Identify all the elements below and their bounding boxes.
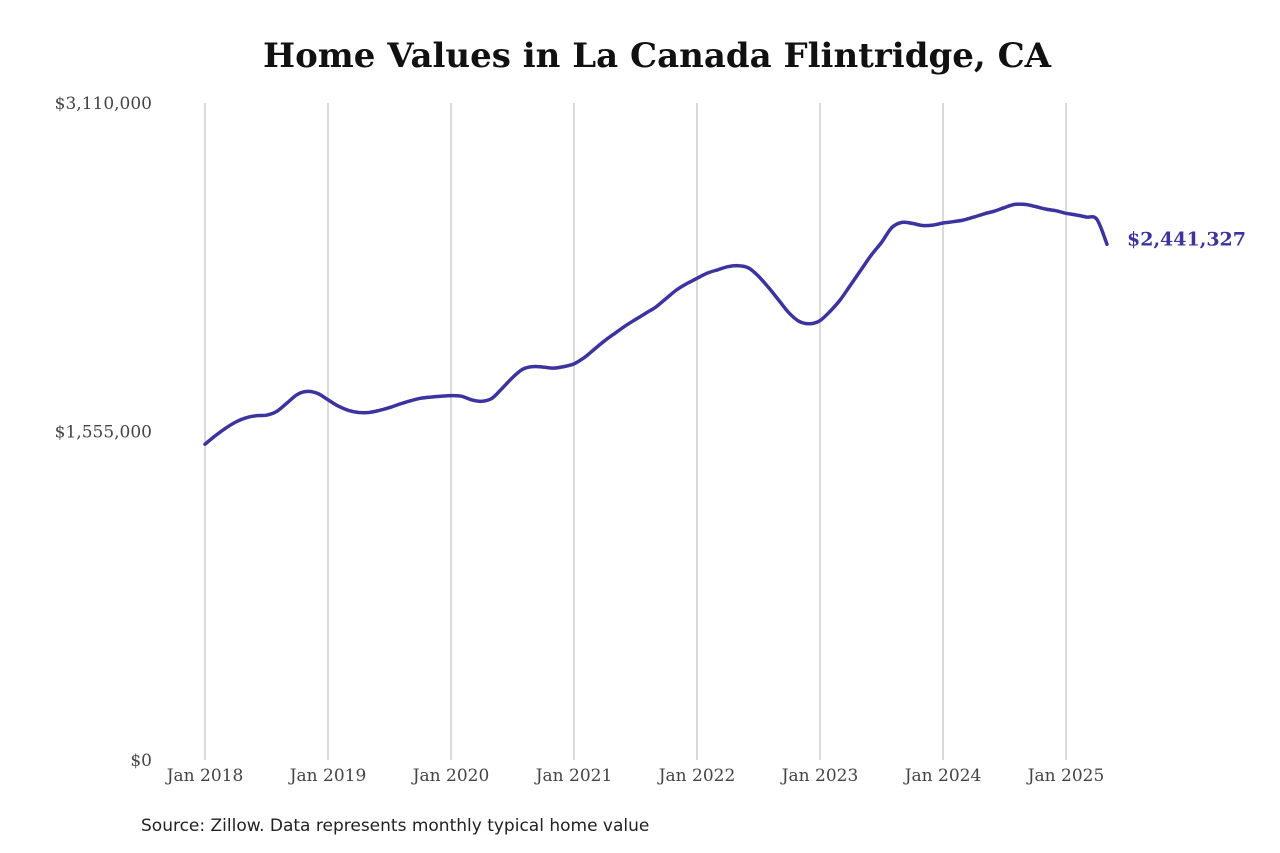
y-tick-label-1: $1,555,000 xyxy=(55,423,152,443)
x-tick-label-1: Jan 2019 xyxy=(288,766,367,786)
end-value-label: $2,441,327 xyxy=(1127,228,1246,250)
chart-title: Home Values in La Canada Flintridge, CA xyxy=(262,36,1052,76)
y-tick-label-2: $3,110,000 xyxy=(55,94,152,114)
x-tick-label-4: Jan 2022 xyxy=(657,766,736,786)
gridlines xyxy=(204,103,1067,760)
x-tick-label-3: Jan 2021 xyxy=(534,766,613,786)
series-layer xyxy=(203,202,1109,446)
series-line-0 xyxy=(203,202,1109,446)
x-axis: Jan 2018 Jan 2019 Jan 2020 Jan 2021 Jan 2022… xyxy=(165,766,1105,786)
x-tick-label-0: Jan 2018 xyxy=(165,766,244,786)
x-tick-label-2: Jan 2020 xyxy=(411,766,490,786)
x-tick-label-6: Jan 2024 xyxy=(903,766,982,786)
x-tick-label-5: Jan 2023 xyxy=(780,766,859,786)
y-axis: $0 $1,555,000 $3,110,000 xyxy=(55,94,152,771)
end-label-layer: $2,441,327 xyxy=(1127,228,1246,250)
source-note: Source: Zillow. Data represents monthly … xyxy=(141,816,650,836)
y-tick-label-0: $0 xyxy=(130,751,152,771)
x-tick-label-7: Jan 2025 xyxy=(1026,766,1105,786)
